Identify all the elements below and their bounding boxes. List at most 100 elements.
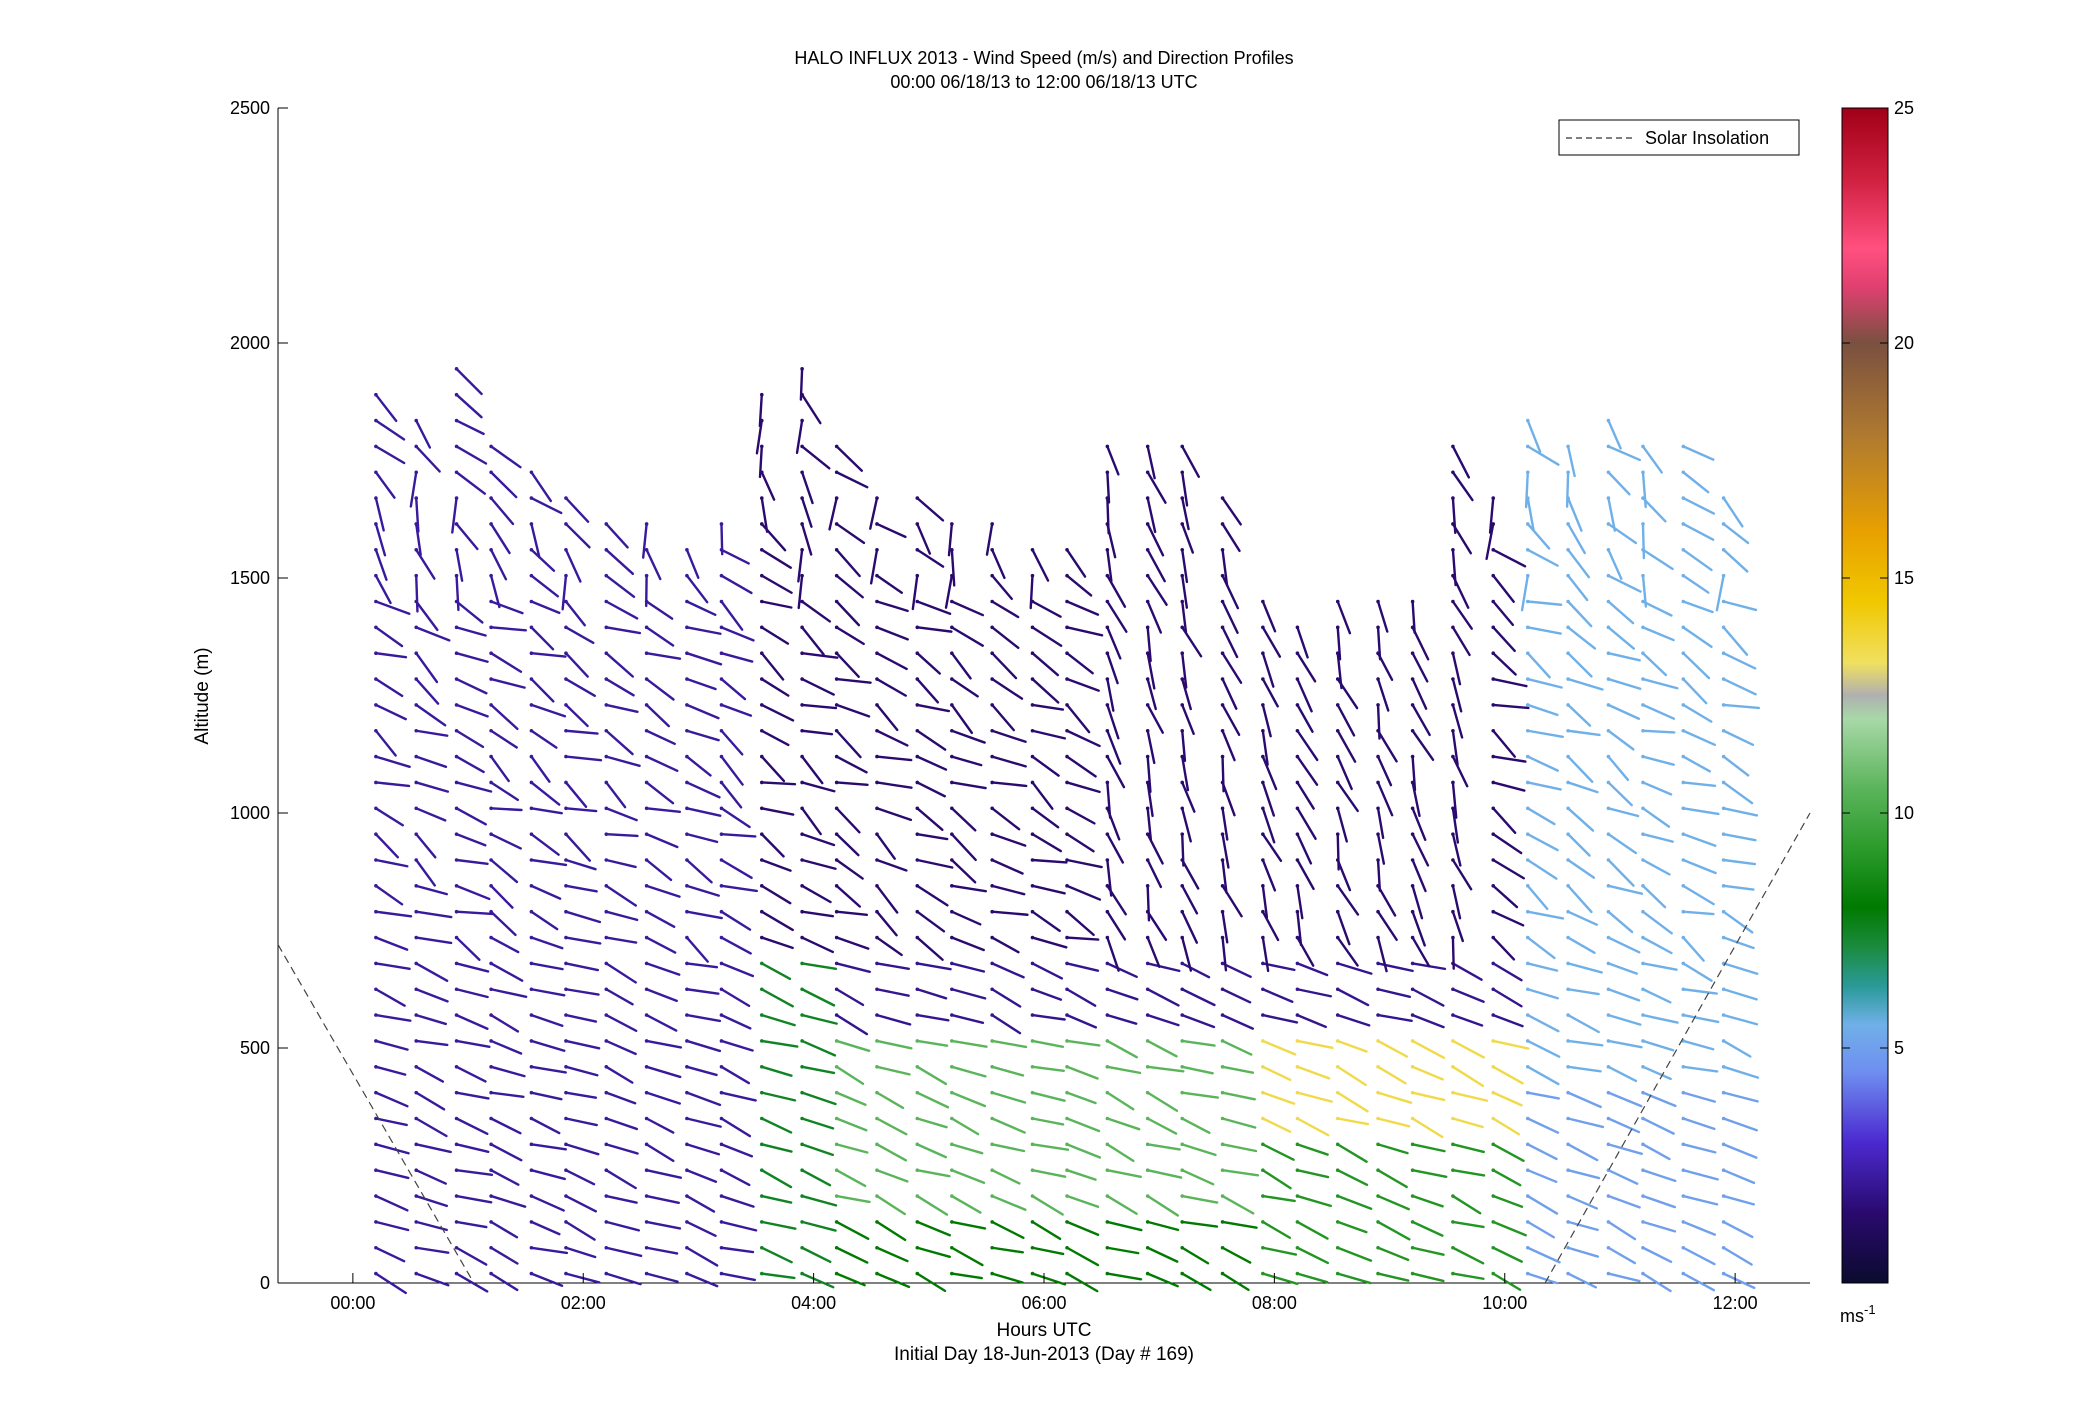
wind-barb xyxy=(720,652,754,663)
wind-barb-dot xyxy=(719,599,724,604)
wind-barb-dot xyxy=(1721,728,1726,733)
wind-barb xyxy=(1722,1039,1752,1058)
wind-barb-dot xyxy=(1566,548,1570,552)
wind-barb-dot xyxy=(489,832,493,836)
wind-barb-dot xyxy=(685,1245,689,1250)
wind-barb-dot xyxy=(1335,1013,1340,1017)
wind-barb xyxy=(835,936,870,950)
wind-barb xyxy=(685,884,720,897)
wind-barb xyxy=(1065,729,1101,748)
wind-barb xyxy=(1526,1091,1560,1100)
wind-barb xyxy=(760,988,794,1008)
wind-barb xyxy=(1607,1065,1638,1083)
wind-barb xyxy=(455,522,479,551)
wind-barb-dot xyxy=(915,858,920,862)
wind-barb-dot xyxy=(950,1271,954,1276)
wind-barb-dot xyxy=(1641,625,1645,630)
wind-barb xyxy=(1492,1039,1530,1050)
wind-barb-dot xyxy=(564,599,568,604)
wind-barb-dot xyxy=(834,1168,839,1172)
wind-barb-dot xyxy=(800,703,804,707)
wind-barb-dot xyxy=(1525,651,1530,655)
solar-insolation-lines xyxy=(277,812,1811,1284)
wind-barb-dot xyxy=(1295,884,1300,888)
wind-barb-dot xyxy=(564,780,568,785)
wind-barb xyxy=(1376,962,1414,973)
wind-barb-dot xyxy=(454,573,459,578)
wind-barb xyxy=(1451,910,1464,943)
wind-barb-dot xyxy=(1721,935,1726,940)
wind-barb-dot xyxy=(800,470,804,475)
wind-barb-dot xyxy=(1681,728,1686,733)
wind-barb xyxy=(685,1065,718,1077)
x-tick-label: 04:00 xyxy=(791,1293,836,1313)
wind-barb xyxy=(1566,858,1596,879)
wind-barb-dot xyxy=(489,780,493,785)
wind-barb-dot xyxy=(834,806,839,811)
wind-barb xyxy=(1181,471,1189,507)
wind-barb xyxy=(1261,988,1294,1003)
wind-barb xyxy=(1376,600,1389,633)
wind-barb xyxy=(1261,1065,1292,1082)
wind-barb xyxy=(1336,652,1343,690)
wind-barb-dot xyxy=(1681,884,1686,888)
wind-barb xyxy=(1221,600,1239,634)
wind-barb xyxy=(1722,496,1744,528)
wind-barb-dot xyxy=(1641,1090,1645,1095)
wind-barb xyxy=(760,1013,796,1027)
wind-barb-dot xyxy=(1566,754,1570,759)
wind-barb-dot xyxy=(1180,1013,1185,1017)
wind-barb-dot xyxy=(834,522,839,526)
wind-barb-dot xyxy=(1261,961,1265,966)
wind-barb-dot xyxy=(875,728,879,733)
wind-barb-dot xyxy=(1721,522,1726,526)
wind-barb-dot xyxy=(990,573,994,578)
wind-barb xyxy=(1336,1272,1372,1285)
wind-barb-dot xyxy=(719,987,724,992)
wind-barb-dot xyxy=(1180,625,1185,630)
wind-barb xyxy=(1065,600,1100,616)
wind-barb-dot xyxy=(1145,677,1150,681)
wind-barb-dot xyxy=(489,1168,493,1172)
wind-barb-dot xyxy=(1525,806,1530,811)
wind-barb xyxy=(758,393,763,428)
wind-barb-dot xyxy=(1105,1039,1110,1043)
wind-barb-dot xyxy=(454,987,459,992)
wind-barb xyxy=(489,910,517,937)
wind-barb-dot xyxy=(875,651,879,655)
wind-barb-dot xyxy=(1030,573,1035,578)
wind-barb xyxy=(1526,626,1562,635)
wind-barb xyxy=(1376,832,1386,865)
wind-barb xyxy=(990,781,1028,788)
wind-barb-dot xyxy=(1105,548,1110,552)
wind-barb xyxy=(1451,1065,1485,1088)
wind-barb xyxy=(1607,445,1641,462)
wind-barb xyxy=(990,858,1024,875)
wind-barb xyxy=(1682,1246,1716,1266)
wind-barb xyxy=(685,652,723,666)
wind-barb-dot xyxy=(1721,677,1726,681)
wind-barb-dot xyxy=(1566,1065,1570,1069)
wind-barb-dot xyxy=(414,987,419,992)
wind-barb xyxy=(950,1013,985,1024)
wind-barb xyxy=(1181,1091,1219,1099)
wind-barb-dot xyxy=(1721,1220,1726,1224)
wind-barb-dot xyxy=(604,1245,609,1250)
wind-barb xyxy=(1566,729,1601,737)
wind-barb xyxy=(1221,1246,1252,1264)
wind-barb-dot xyxy=(1566,677,1570,681)
wind-barb xyxy=(1261,626,1282,658)
wind-barb xyxy=(760,1220,797,1230)
wind-barb xyxy=(875,600,909,613)
wind-barb xyxy=(489,962,524,982)
wind-barb xyxy=(1411,858,1427,893)
wind-barb-dot xyxy=(1566,1271,1570,1276)
wind-barb-dot xyxy=(1606,1090,1611,1095)
wind-barb xyxy=(1221,1039,1253,1056)
wind-barb-dot xyxy=(1145,1090,1150,1095)
wind-barb xyxy=(645,1272,679,1283)
wind-barb xyxy=(1722,1117,1758,1132)
wind-barb xyxy=(1065,962,1100,972)
wind-barb xyxy=(685,1039,722,1053)
wind-barb-dot xyxy=(719,1065,724,1069)
